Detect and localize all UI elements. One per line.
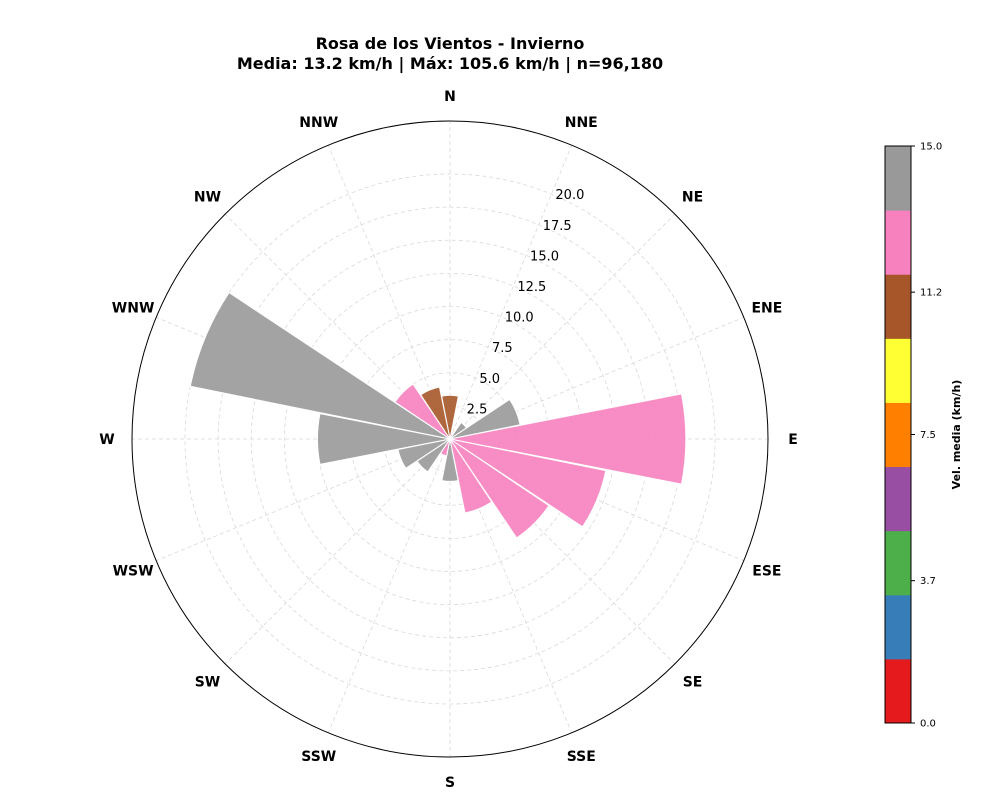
wind-bars [189,291,687,539]
colorbar-segment [885,210,911,275]
colorbar-segment [885,274,911,339]
direction-label-ne: NE [682,189,703,205]
colorbar-segment [885,338,911,403]
grid-spoke [449,213,676,440]
colorbar: 0.0 3.7 7.5 11.2 15.0 Vel. media (km/h) [884,142,963,730]
grid-spoke [449,145,573,440]
polar-frame [131,120,769,758]
radial-tick-label: 10.0 [505,311,534,326]
grid-spoke [327,438,451,733]
colorbar-segment [885,594,911,660]
bar-w [316,413,451,465]
bar-nnw [420,386,451,440]
direction-label-ese: ESE [752,563,781,579]
direction-label-ssw: SSW [301,749,336,765]
direction-label-ene: ENE [751,301,782,317]
chart-subtitle: Media: 13.2 km/h | Máx: 105.6 km/h | n=9… [236,54,664,73]
radial-tick-label: 12.5 [517,280,546,295]
direction-label-wnw: WNW [112,301,155,317]
radial-tick-label: 15.0 [530,249,559,264]
colorbar-tick-label: 7.5 [920,430,936,441]
direction-labels: N NNE NE ENE E ESE SE SSE S SSW SW WSW W WNW NW NNW [99,89,798,791]
direction-label-nw: NW [194,189,221,205]
bar-se [449,438,550,539]
direction-label-sse: SSE [567,749,596,765]
direction-label-wsw: WSW [113,563,154,579]
radial-tick-label: 20.0 [555,188,584,203]
colorbar-tick-label: 0.0 [920,719,936,730]
colorbar-segment [885,402,911,468]
radial-tick-labels: 2.5 5.0 7.5 10.0 12.5 15.0 17.5 20.0 [467,188,585,417]
colorbar-tick-label: 11.2 [920,288,942,299]
direction-label-sw: SW [195,675,221,691]
colorbar-segment [885,530,911,596]
bar-wnw [189,291,451,440]
radial-tick-label: 2.5 [467,402,488,417]
bar-ese [449,438,607,528]
radial-tick-label: 5.0 [479,372,500,387]
colorbar-segment [885,146,911,211]
colorbar-tick-label: 3.7 [920,576,936,587]
radial-tick-label: 17.5 [543,219,572,234]
colorbar-tick-label: 15.0 [920,142,942,153]
colorbar-segment [885,466,911,532]
bar-s [441,438,459,482]
grid-ring [184,173,716,705]
bar-nw [394,383,451,440]
direction-label-nne: NNE [565,115,598,131]
bar-sse [449,438,493,514]
direction-label-w: W [99,432,114,448]
radial-tick-label: 7.5 [492,341,513,356]
grid-spoke [224,438,451,665]
direction-label-e: E [788,432,798,448]
colorbar-segment [885,658,911,724]
colorbar-label: Vel. media (km/h) [950,380,963,490]
bar-e [449,393,687,485]
direction-label-n: N [444,89,456,105]
direction-label-nnw: NNW [299,115,338,131]
bar-ene [449,398,521,440]
direction-label-se: SE [683,675,703,691]
direction-label-s: S [445,775,455,791]
chart-title: Rosa de los Vientos - Invierno [315,34,585,53]
